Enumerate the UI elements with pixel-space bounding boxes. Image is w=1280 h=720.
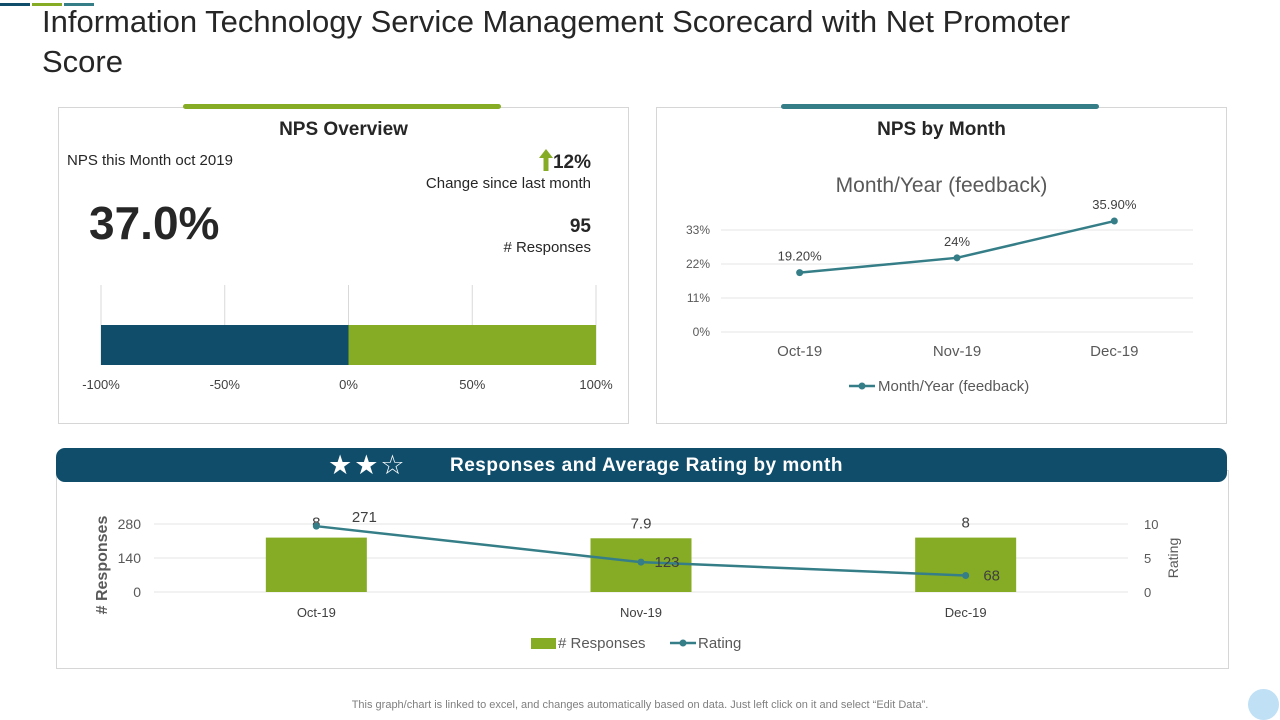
- rating-data-label: 271: [352, 509, 377, 526]
- responses-count: 95: [569, 216, 591, 237]
- combo-y2-axis-label: Rating: [1165, 538, 1181, 578]
- responses-bar: [265, 537, 367, 592]
- nps-by-month-accent: [781, 104, 1099, 109]
- line-y-tick-label: 11%: [687, 291, 710, 305]
- line-y-tick-label: 33%: [686, 223, 710, 237]
- page-title: Information Technology Service Managemen…: [42, 4, 1071, 79]
- responses-banner-title: Responses and Average Rating by month: [450, 455, 843, 476]
- nps-by-month-heading: NPS by Month: [877, 119, 1006, 140]
- nps-change-label: Change since last month: [425, 175, 591, 192]
- responses-bar-label: 8: [961, 515, 969, 532]
- rating-stars-icon: ★★☆: [328, 450, 407, 480]
- nps-month-label: NPS this Month oct 2019: [67, 152, 233, 169]
- line-y-tick-label: 22%: [686, 257, 710, 271]
- rating-point: [962, 571, 970, 579]
- rating-point: [312, 522, 320, 530]
- combo-legend-bar-label: # Responses: [558, 635, 646, 652]
- nps-data-label: 19.20%: [778, 249, 823, 264]
- line-x-tick-label: Dec-19: [1090, 343, 1138, 360]
- nps-by-month-panel: NPS by Month Month/Year (feedback) 0% 11% 2…: [656, 107, 1227, 424]
- nps-point: [953, 254, 961, 262]
- nps-data-label: 24%: [944, 234, 970, 249]
- combo-legend-bar-marker: [531, 638, 556, 649]
- line-y-tick-label: 0%: [693, 325, 711, 339]
- gauge-segment-negative: [101, 325, 349, 365]
- nps-line-chart: Month/Year (feedback) 0% 11% 22% 33% 19.20% Oc…: [686, 174, 1193, 395]
- combo-y2-tick-label: 5: [1144, 551, 1151, 566]
- combo-x-tick-label: Nov-19: [620, 605, 662, 620]
- arrow-up-icon: [538, 149, 553, 171]
- footer-note: This graph/chart is linked to excel, and…: [351, 699, 929, 711]
- responses-bar-label: 7.9: [631, 515, 652, 532]
- nps-data-label: 35.90%: [1092, 197, 1137, 212]
- combo-y-tick-label: 140: [118, 550, 142, 566]
- gauge-tick-label: 100%: [579, 377, 613, 392]
- line-chart-title: Month/Year (feedback): [836, 174, 1048, 197]
- combo-y2-tick-label: 10: [1144, 517, 1158, 532]
- combo-y-axis-label: # Responses: [94, 516, 111, 615]
- rating-data-label: 68: [983, 567, 1000, 584]
- nps-value: 37.0%: [89, 197, 220, 249]
- corner-circle: [1248, 689, 1279, 720]
- line-x-tick-label: Oct-19: [777, 343, 822, 360]
- nps-change-value: 12%: [552, 152, 591, 173]
- nps-overview-panel: NPS Overview NPS this Month oct 2019 37.…: [58, 107, 629, 424]
- combo-y2-tick-label: 0: [1144, 585, 1151, 600]
- nps-overview-accent: [183, 104, 501, 109]
- combo-x-tick-label: Dec-19: [945, 605, 987, 620]
- accent-bar-teal: [64, 3, 94, 6]
- nps-change: 12%: [538, 149, 591, 174]
- responses-rating-chart: 0 140 280 0 5 10 # Responses Rating 8 Oct-19 7.9 No…: [94, 509, 1181, 652]
- gauge-tick-label: 50%: [459, 377, 485, 392]
- responses-label: # Responses: [503, 239, 591, 256]
- gauge-tick-label: 0%: [339, 377, 358, 392]
- combo-y-tick-label: 0: [133, 584, 141, 600]
- combo-x-tick-label: Oct-19: [297, 605, 336, 620]
- combo-y-tick-label: 280: [118, 516, 142, 532]
- rating-point: [637, 558, 645, 566]
- gauge-segment-positive: [348, 325, 596, 365]
- rating-data-label: 123: [654, 554, 679, 571]
- line-legend-dot: [858, 382, 866, 390]
- responses-bar: [915, 537, 1017, 592]
- nps-overview-heading: NPS Overview: [279, 119, 408, 140]
- combo-legend-line-dot: [679, 639, 687, 647]
- nps-point: [796, 269, 804, 277]
- gauge-tick-label: -50%: [210, 377, 241, 392]
- line-legend-label: Month/Year (feedback): [878, 378, 1029, 395]
- nps-point: [1110, 217, 1118, 225]
- nps-gauge-chart: -100% -50% 0% 50% 100%: [82, 285, 613, 392]
- line-x-tick-label: Nov-19: [933, 343, 981, 360]
- gauge-tick-label: -100%: [82, 377, 120, 392]
- accent-bar-navy: [0, 3, 30, 6]
- responses-banner: ★★☆ Responses and Average Rating by mont…: [56, 448, 1227, 482]
- combo-legend-line-label: Rating: [698, 635, 741, 652]
- accent-bar-green: [32, 3, 62, 6]
